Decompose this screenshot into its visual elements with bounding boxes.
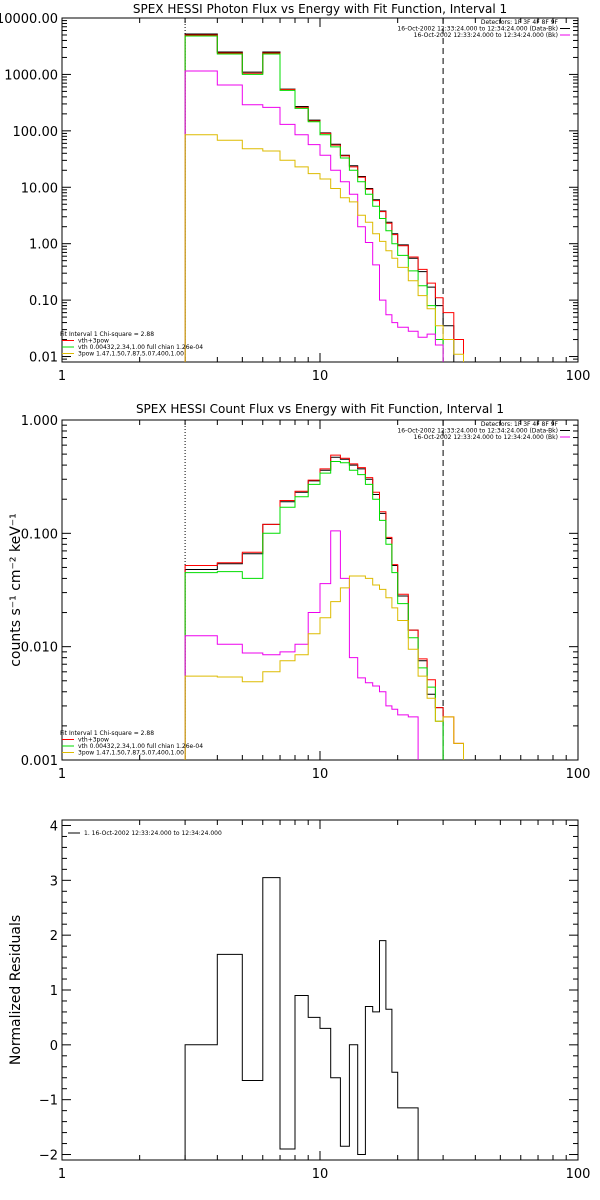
legend-entry: Fit Interval 1 Chi-square = 2.88 <box>60 730 154 737</box>
y-tick-label: 0.10 <box>29 294 58 309</box>
x-tick-label: 1 <box>58 1167 66 1182</box>
x-tick-label: 1 <box>58 767 66 782</box>
y-tick-label: −1 <box>39 1094 58 1109</box>
chart-panel-2: 1 10 100 1.000 0.100 0.010 0.001 SPEX HESSI Cou… <box>8 402 590 782</box>
series-line-4 <box>184 70 444 362</box>
header-line: Detectors: 1F 3F 4F 8F 9F <box>481 19 559 26</box>
x-tick-label: 100 <box>566 1167 591 1182</box>
legend-entry: Fit Interval 1 Chi-square = 2.88 <box>60 331 154 338</box>
series-line-2 <box>184 454 464 760</box>
y-tick-label: −2 <box>39 1149 58 1164</box>
x-tick-label: 10 <box>312 767 329 782</box>
series-line-3 <box>184 461 444 760</box>
chart-title: SPEX HESSI Count Flux vs Energy with Fit… <box>136 402 504 416</box>
series-line-5 <box>184 575 464 760</box>
plot-frame <box>61 17 579 363</box>
y-tick-label: 3 <box>50 874 58 889</box>
series-line-1 <box>184 33 455 362</box>
y-tick-label: 4 <box>50 819 58 834</box>
legend-entry: 3pow 1.47,1.50,7.87,5.07,400,1.00 <box>78 750 184 757</box>
x-tick-label: 100 <box>566 767 591 782</box>
header-line: 16-Oct-2002 12:33:24.000 to 12:34:24.000… <box>414 434 558 441</box>
series-line-5 <box>184 134 464 362</box>
legend-entry: vth+3pow <box>78 338 109 345</box>
series-line-3 <box>184 35 444 362</box>
y-tick-label: 100.00 <box>13 125 59 140</box>
legend-entry: vth 0.00432,2.34,1.00 full chian 1.26e-0… <box>78 743 203 750</box>
x-tick-label: 10 <box>312 1167 329 1182</box>
x-tick-label: 1 <box>58 369 66 384</box>
y-tick-label: 0 <box>50 1039 58 1054</box>
y-tick-label: 0.01 <box>29 351 58 366</box>
y-tick-label: 0.001 <box>21 754 58 769</box>
y-tick-label: 1.000 <box>21 414 58 429</box>
y-tick-label: 1.00 <box>29 238 58 253</box>
header-line: 16-Oct-2002 12:33:24.000 to 12:34:24.000… <box>414 32 558 39</box>
y-tick-label: 10000.00 <box>0 12 58 27</box>
x-tick-label: 10 <box>312 369 329 384</box>
y-axis-label: Normalized Residuals <box>8 915 24 1065</box>
series-line-4 <box>184 530 419 760</box>
chart-title: SPEX HESSI Photon Flux vs Energy with Fi… <box>133 2 507 16</box>
legend-entry: vth+3pow <box>78 737 109 744</box>
y-axis-label: counts s⁻¹ cm⁻² keV⁻¹ <box>8 513 24 667</box>
header-line: Detectors: 1F 3F 4F 8F 9F <box>481 421 559 428</box>
header-line: 16-Oct-2002 12:33:24.000 to 12:34:24.000… <box>397 428 558 435</box>
plot-frame <box>61 819 579 1161</box>
y-tick-label: 1000.00 <box>4 68 58 83</box>
y-tick-label: 10.00 <box>21 181 58 196</box>
series-line-2 <box>184 34 464 362</box>
legend-entry: 3pow 1.47,1.50,7.87,5.07,400,1.00 <box>78 351 184 358</box>
x-tick-label: 100 <box>566 369 591 384</box>
y-tick-label: 2 <box>50 929 58 944</box>
header-line: 16-Oct-2002 12:33:24.000 to 12:34:24.000… <box>397 26 558 33</box>
legend-entry: vth 0.00432,2.34,1.00 full chian 1.26e-0… <box>78 344 203 351</box>
y-tick-label: 1 <box>50 984 58 999</box>
legend-entry: 1. 16-Oct-2002 12:33:24.000 to 12:34:24.… <box>84 830 222 837</box>
chart-panel-1: 1 10 100 10000.00 1000.00 100.00 10.00 1.00 0.10… <box>0 2 590 384</box>
series-line-1 <box>184 877 444 1160</box>
y-tick-label: 0.010 <box>21 641 58 656</box>
y-tick-label: 0.100 <box>21 527 58 542</box>
